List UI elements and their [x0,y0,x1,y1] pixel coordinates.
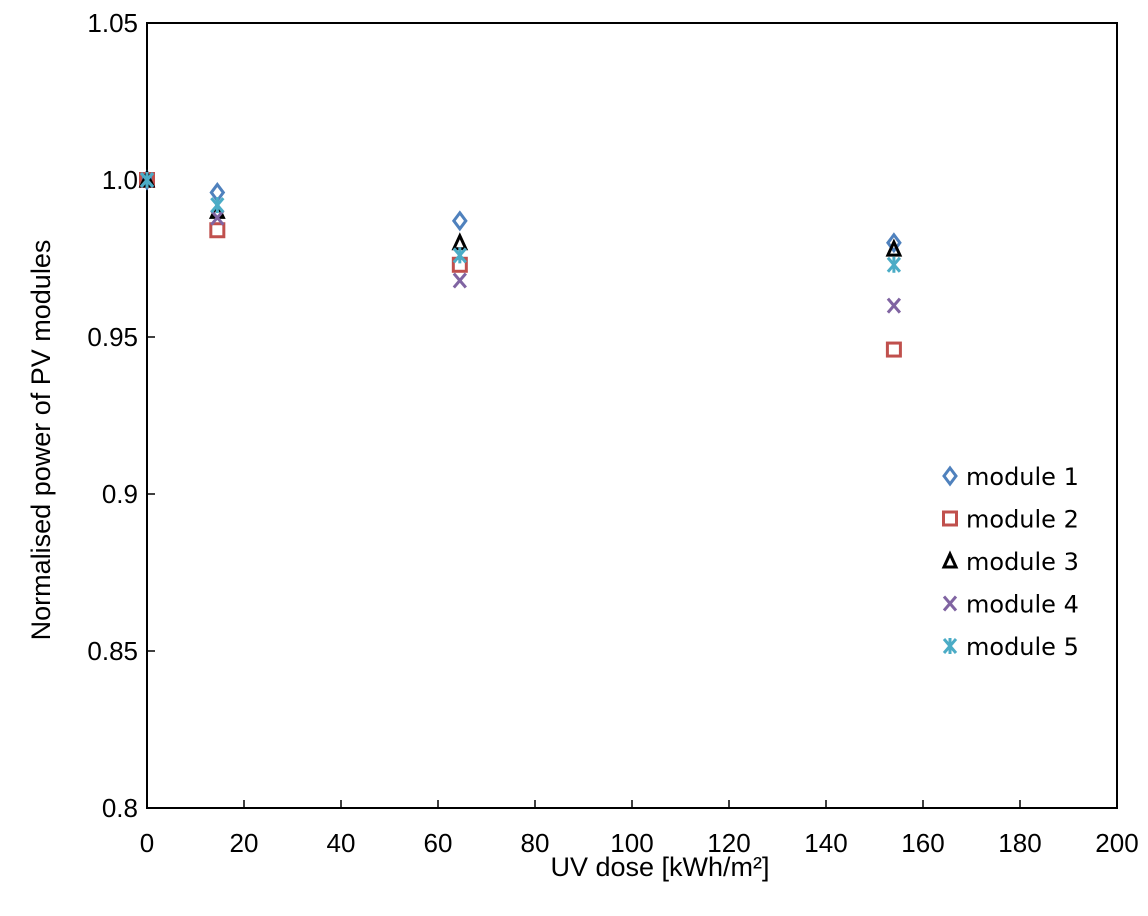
legend-label-5: module 5 [966,633,1079,661]
legend-marker-3 [941,550,959,569]
point-module-2 [885,341,902,358]
data-points [138,169,903,358]
x-tick-label: 100 [610,828,653,858]
point-module-2 [209,222,226,239]
point-module-3 [885,238,903,257]
x-tick-label: 60 [424,828,453,858]
legend-label-2: module 2 [966,506,1079,534]
y-tick-label: 1.0 [102,165,138,195]
point-module-4 [452,272,467,289]
legend-marker-2 [942,510,958,527]
y-axis-title: Normalised power of PV modules [26,240,56,641]
x-tick-label: 80 [521,828,550,858]
point-module-5 [886,256,902,273]
y-tick-label: 0.8 [102,793,138,823]
legend-label-3: module 3 [966,548,1079,576]
legend-marker-1 [942,465,958,487]
legend-label-1: module 1 [966,463,1079,491]
legend-marker-5 [942,638,958,654]
legend-marker-4 [942,595,958,612]
x-tick-label: 180 [998,828,1041,858]
x-tick-label: 140 [804,828,847,858]
point-module-4 [210,209,225,226]
x-tick-label: 120 [707,828,750,858]
point-module-5 [452,247,467,264]
point-module-1 [451,210,468,232]
x-tick-label: 160 [901,828,944,858]
y-tick-label: 1.05 [87,8,138,38]
legend: module 1 module 2 module 3 module 4 module 5 [941,463,1079,661]
x-tick-label: 40 [327,828,356,858]
x-tick-label: 0 [140,828,154,858]
legend-label-4: module 4 [966,591,1079,619]
point-module-5 [139,172,155,188]
x-tick-label: 200 [1095,828,1138,858]
plot-area [146,22,1118,809]
x-axis-title: UV dose [kWh/m²] [550,852,769,882]
y-tick-label: 0.95 [87,322,138,352]
y-axis-ticks: 0.8 0.85 0.9 0.95 1.0 1.05 [87,8,155,823]
point-module-4 [886,297,902,314]
y-tick-label: 0.9 [102,479,138,509]
x-axis-ticks: 0 20 40 60 80 100 120 140 160 180 200 [140,800,1139,858]
x-tick-label: 20 [230,828,259,858]
point-module-1 [886,232,902,254]
y-tick-label: 0.85 [87,636,138,666]
point-module-5 [210,197,225,214]
